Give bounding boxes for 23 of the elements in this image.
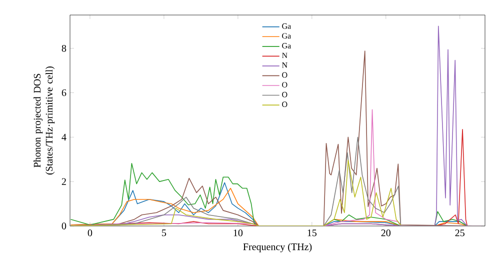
x-tick-label: 0 (88, 230, 92, 236)
y-tick-label: 2 (62, 178, 66, 185)
y-tick-label: 4 (62, 134, 66, 140)
legend-label: Ga (282, 33, 291, 39)
legend-label: N (282, 62, 288, 68)
line-series (70, 160, 402, 226)
legend-label: N (282, 52, 288, 58)
x-tick-label: 25 (455, 230, 464, 236)
x-tick-label: 15 (308, 230, 317, 236)
x-axis-title: Frequency (THz) (243, 243, 312, 252)
y-tick-label: 6 (62, 89, 66, 96)
x-tick-label: 20 (381, 230, 390, 236)
y-tick-label: 8 (62, 44, 66, 52)
legend-label: Ga (282, 43, 291, 48)
legend-label: O (282, 72, 288, 78)
x-tick-label: 5 (162, 230, 166, 236)
y-axis-title: Phonon projected DOS (States/THz·primitive cell) (34, 66, 55, 174)
legend-label: O (282, 102, 288, 108)
legend-label: O (282, 82, 288, 88)
legend-label: O (282, 92, 288, 98)
x-tick-label: 10 (234, 230, 243, 236)
legend-label: Ga (282, 23, 291, 29)
y-tick-label: 0 (62, 222, 66, 230)
